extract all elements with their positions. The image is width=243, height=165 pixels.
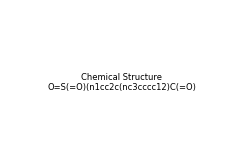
Text: Chemical Structure
O=S(=O)(n1cc2c(nc3cccc12)C(=O): Chemical Structure O=S(=O)(n1cc2c(nc3ccc… xyxy=(47,73,196,92)
